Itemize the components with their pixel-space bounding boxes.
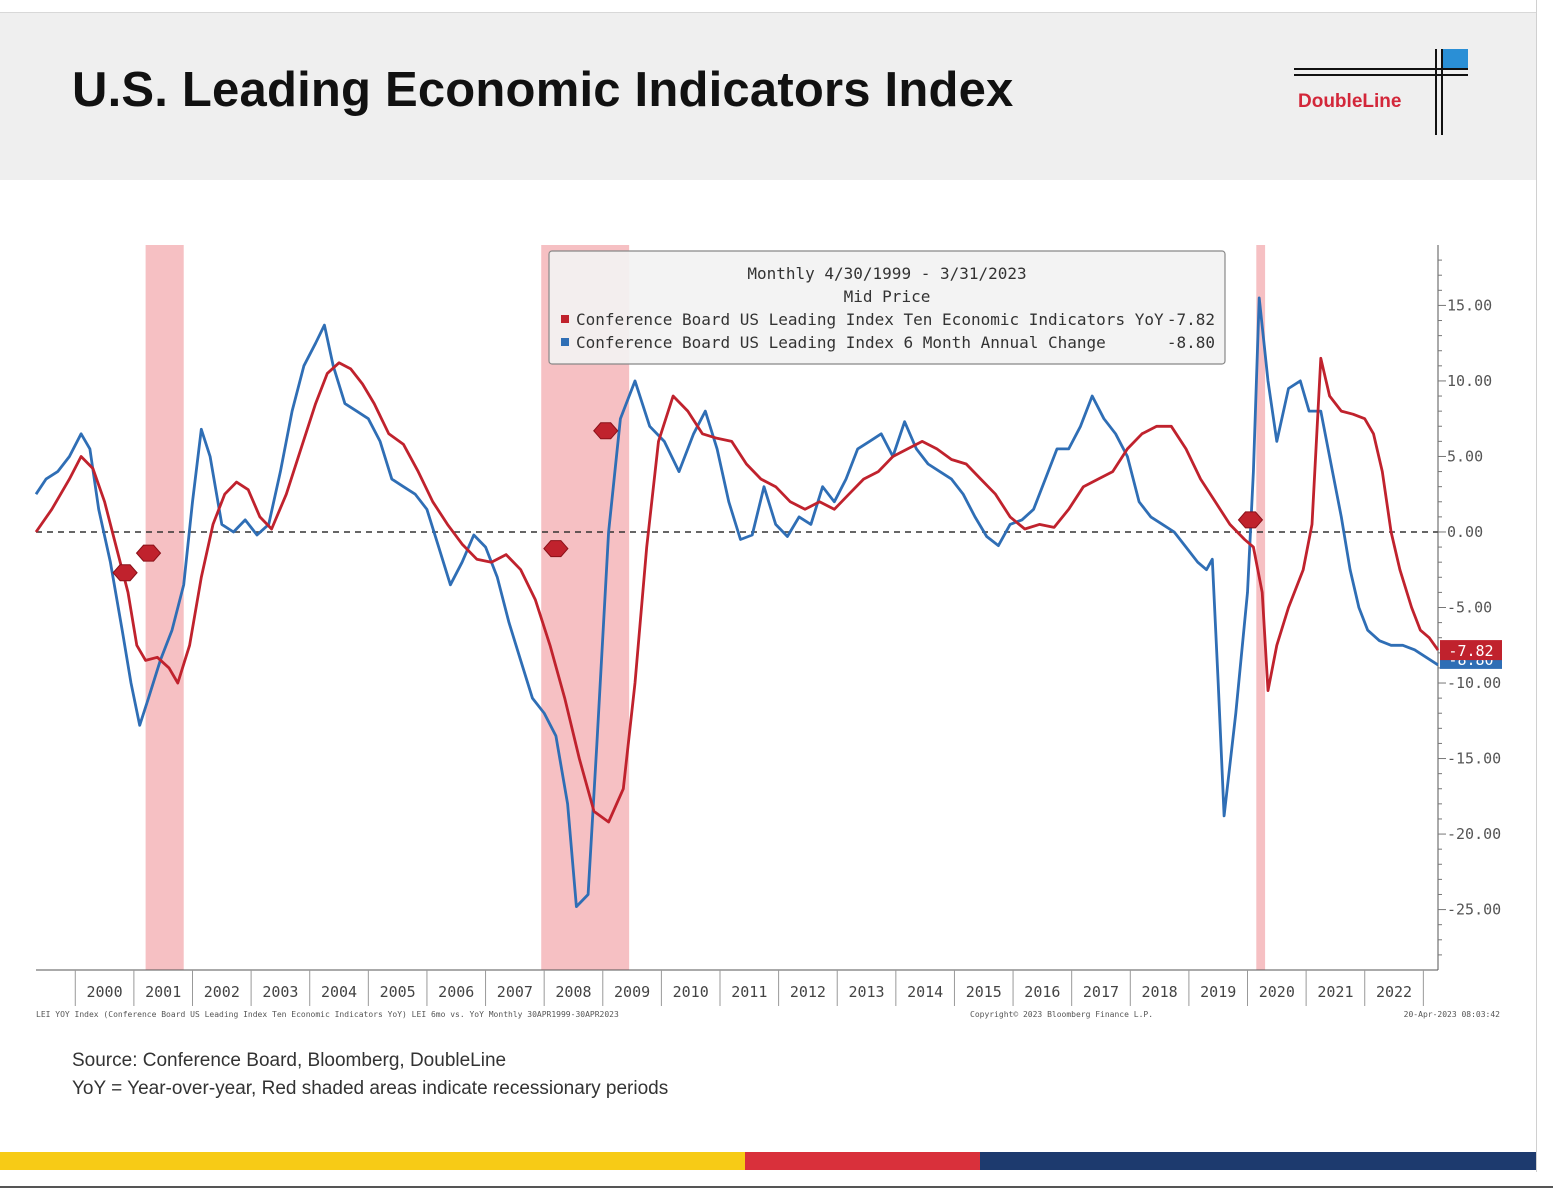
y-tick-label: -5.00 — [1447, 599, 1492, 617]
x-tick-label: 2015 — [966, 983, 1002, 1001]
x-tick-label: 2019 — [1200, 983, 1236, 1001]
legend-swatch — [561, 315, 569, 323]
event-marker-icon — [593, 422, 619, 440]
legend-entry-label: Conference Board US Leading Index Ten Ec… — [576, 310, 1164, 329]
legend-swatch — [561, 338, 569, 346]
event-marker-icon — [543, 540, 569, 558]
legend-entry-value: -8.80 — [1167, 333, 1215, 352]
x-tick-label: 2012 — [790, 983, 826, 1001]
top-rule — [0, 12, 1537, 13]
recession-shade-2 — [1256, 245, 1266, 970]
page-title: U.S. Leading Economic Indicators Index — [72, 63, 1014, 117]
y-tick-label: 10.00 — [1447, 372, 1492, 390]
legend-box — [548, 250, 1226, 365]
footer-band-yellow — [0, 1152, 745, 1170]
x-tick-label: 2009 — [614, 983, 650, 1001]
x-tick-label: 2000 — [87, 983, 123, 1001]
legend-header-date-range: Monthly 4/30/1999 - 3/31/2023 — [747, 264, 1026, 283]
x-tick-label: 2018 — [1142, 983, 1178, 1001]
x-tick-label: 2020 — [1259, 983, 1295, 1001]
logo-text: DoubleLine — [1298, 91, 1402, 112]
doubleline-logo-icon — [1294, 49, 1468, 135]
x-tick-label: 2002 — [204, 983, 240, 1001]
event-marker-icon — [1237, 511, 1264, 529]
bottom-rule — [0, 1186, 1553, 1188]
y-tick-label: 0.00 — [1447, 523, 1483, 541]
footer-band-navy — [980, 1152, 1536, 1170]
note-text: YoY = Year-over-year, Red shaded areas i… — [72, 1078, 669, 1099]
footer-left-text: LEI YOY Index (Conference Board US Leadi… — [36, 1010, 619, 1019]
y-tick-label: -15.00 — [1447, 750, 1501, 768]
x-tick-label: 2016 — [1024, 983, 1060, 1001]
x-tick-label: 2007 — [497, 983, 533, 1001]
x-tick-label: 2008 — [555, 983, 591, 1001]
y-tick-label: -25.00 — [1447, 901, 1501, 919]
footer-mid-text: Copyright© 2023 Bloomberg Finance L.P. — [970, 1010, 1153, 1019]
x-tick-label: 2001 — [145, 983, 181, 1001]
right-rule — [1536, 0, 1537, 1172]
header-bar — [0, 13, 1537, 180]
x-tick-label: 2011 — [731, 983, 767, 1001]
y-tick-label: 5.00 — [1447, 447, 1483, 465]
x-tick-label: 2004 — [321, 983, 357, 1001]
y-tick-label: -10.00 — [1447, 674, 1501, 692]
x-tick-label: 2013 — [848, 983, 884, 1001]
last-value-label: -7.82 — [1448, 642, 1493, 660]
y-tick-label: -20.00 — [1447, 825, 1501, 843]
x-tick-label: 2017 — [1083, 983, 1119, 1001]
legend-entry-label: Conference Board US Leading Index 6 Mont… — [576, 333, 1106, 352]
lei-chart: 15.00 10.00 5.00 0.00 -5.00 -10.00 -15.00 -20.0… — [34, 245, 1502, 1019]
source-text: Source: Conference Board, Bloomberg, Dou… — [72, 1050, 507, 1071]
x-tick-label: 2014 — [907, 983, 943, 1001]
event-marker-icon — [135, 544, 162, 562]
last-value-marker — [1440, 640, 1502, 661]
legend-entry-value: -7.82 — [1167, 310, 1215, 329]
footer-band-red — [745, 1152, 980, 1170]
series-line-lei-6mo — [34, 296, 1439, 908]
y-tick-label: 15.00 — [1447, 296, 1492, 314]
x-tick-label: 2003 — [262, 983, 298, 1001]
event-marker-icon — [112, 564, 138, 582]
x-tick-label: 2022 — [1376, 983, 1412, 1001]
x-tick-label: 2006 — [438, 983, 474, 1001]
x-tick-label: 2010 — [673, 983, 709, 1001]
x-tick-label: 2021 — [1317, 983, 1353, 1001]
x-tick-label: 2005 — [380, 983, 416, 1001]
footer-right-text: 20-Apr-2023 08:03:42 — [1404, 1010, 1501, 1019]
recession-shade-1 — [541, 245, 630, 970]
series-line-lei-yoy — [34, 356, 1440, 824]
legend-header-price: Mid Price — [844, 287, 931, 306]
